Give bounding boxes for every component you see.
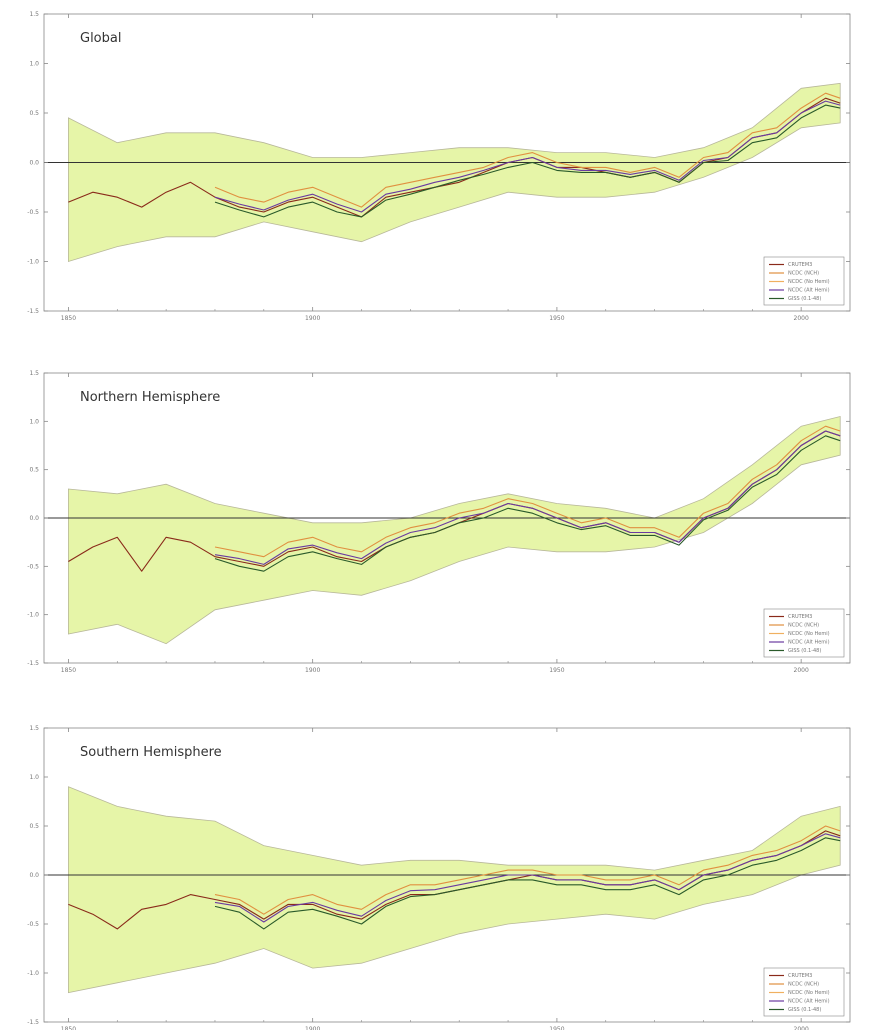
legend-label: NCDC (No Hemi): [788, 279, 830, 285]
series-line-ncdc-alt-hemi: [214, 833, 841, 923]
legend-label: GISS (0.1-48): [788, 648, 821, 654]
uncertainty-band: [68, 415, 841, 645]
y-tick-label: 0.0: [29, 515, 39, 522]
legend-label: NCDC (NCH): [788, 271, 819, 277]
legend-label: NCDC (NCH): [788, 623, 819, 629]
x-tick-label: 1900: [305, 1026, 320, 1030]
series-line-ncdc-nch: [214, 425, 841, 558]
legend-label: NCDC (NCH): [788, 982, 819, 988]
y-tick-label: 1.0: [29, 774, 39, 781]
x-tick-label: 1900: [305, 667, 320, 674]
series-line-ncdc-nch: [214, 825, 841, 915]
x-tick-label: 2000: [794, 1026, 809, 1030]
y-tick-label: 0.5: [29, 467, 39, 474]
x-tick-label: 2000: [794, 315, 809, 322]
legend-label: NCDC (Alt Hemi): [788, 288, 830, 294]
y-tick-label: -1.5: [27, 1019, 39, 1026]
x-tick-label: 2000: [794, 667, 809, 674]
panel-title: Southern Hemisphere: [80, 745, 222, 760]
uncertainty-band: [68, 82, 841, 263]
legend-label: CRUTEM3: [788, 262, 812, 268]
y-tick-label: -1.0: [27, 612, 39, 619]
x-tick-label: 1850: [61, 315, 76, 322]
series-line-ncdc-nch: [214, 92, 841, 208]
y-tick-label: -0.5: [27, 209, 39, 216]
y-tick-label: -1.0: [27, 970, 39, 977]
series-line-crutem3: [68, 97, 841, 218]
x-tick-label: 1850: [61, 1026, 76, 1030]
x-tick-label: 1900: [305, 315, 320, 322]
y-tick-label: -0.5: [27, 921, 39, 928]
y-tick-label: 0.5: [29, 823, 39, 830]
chart-panel-0: -1.5 -1.0 -0.5 0.0 0.5 1.0 1.5 1850 1900 1950 2000…: [27, 11, 851, 322]
panel-title: Northern Hemisphere: [80, 390, 220, 405]
y-tick-label: 1.0: [29, 418, 39, 425]
y-tick-label: 1.0: [29, 61, 39, 68]
legend-label: GISS (0.1-48): [788, 296, 821, 302]
uncertainty-band: [68, 786, 841, 994]
legend-label: NCDC (Alt Hemi): [788, 640, 830, 646]
legend: CRUTEM3 NCDC (NCH) NCDC (No Hemi) NCDC (Alt…: [763, 608, 845, 658]
legend-label: GISS (0.1-48): [788, 1007, 821, 1013]
y-tick-label: -1.5: [27, 308, 39, 315]
series-line-giss-0-1-48: [214, 435, 841, 572]
legend-label: NCDC (Alt Hemi): [788, 999, 830, 1005]
legend-label: CRUTEM3: [788, 973, 812, 979]
y-tick-label: 0.0: [29, 160, 39, 167]
y-tick-label: 1.5: [29, 725, 39, 732]
legend-label: CRUTEM3: [788, 614, 812, 620]
x-tick-label: 1950: [549, 1026, 564, 1030]
series-line-ncdc-alt-hemi: [214, 430, 841, 565]
series-line-ncdc-alt-hemi: [214, 100, 841, 213]
panel-title: Global: [80, 31, 121, 46]
y-tick-label: -1.5: [27, 660, 39, 667]
chart-panel-2: -1.5 -1.0 -0.5 0.0 0.5 1.0 1.5 1850 1900 1950 2000…: [27, 725, 851, 1030]
y-tick-label: 0.5: [29, 110, 39, 117]
y-tick-label: -0.5: [27, 563, 39, 570]
legend: CRUTEM3 NCDC (NCH) NCDC (No Hemi) NCDC (Alt…: [763, 967, 845, 1017]
chart-panel-1: -1.5 -1.0 -0.5 0.0 0.5 1.0 1.5 1850 1900 1950 2000…: [27, 370, 851, 674]
x-tick-label: 1950: [549, 667, 564, 674]
series-line-giss-0-1-48: [214, 837, 841, 930]
legend: CRUTEM3 NCDC (NCH) NCDC (No Hemi) NCDC (Alt…: [763, 256, 845, 306]
legend-label: NCDC (No Hemi): [788, 631, 830, 637]
x-tick-label: 1950: [549, 315, 564, 322]
series-line-giss-0-1-48: [214, 104, 841, 218]
y-tick-label: 0.0: [29, 872, 39, 879]
y-tick-label: 1.5: [29, 370, 39, 377]
x-tick-label: 1850: [61, 667, 76, 674]
legend-label: NCDC (No Hemi): [788, 990, 830, 996]
y-tick-label: -1.0: [27, 259, 39, 266]
y-tick-label: 1.5: [29, 11, 39, 18]
